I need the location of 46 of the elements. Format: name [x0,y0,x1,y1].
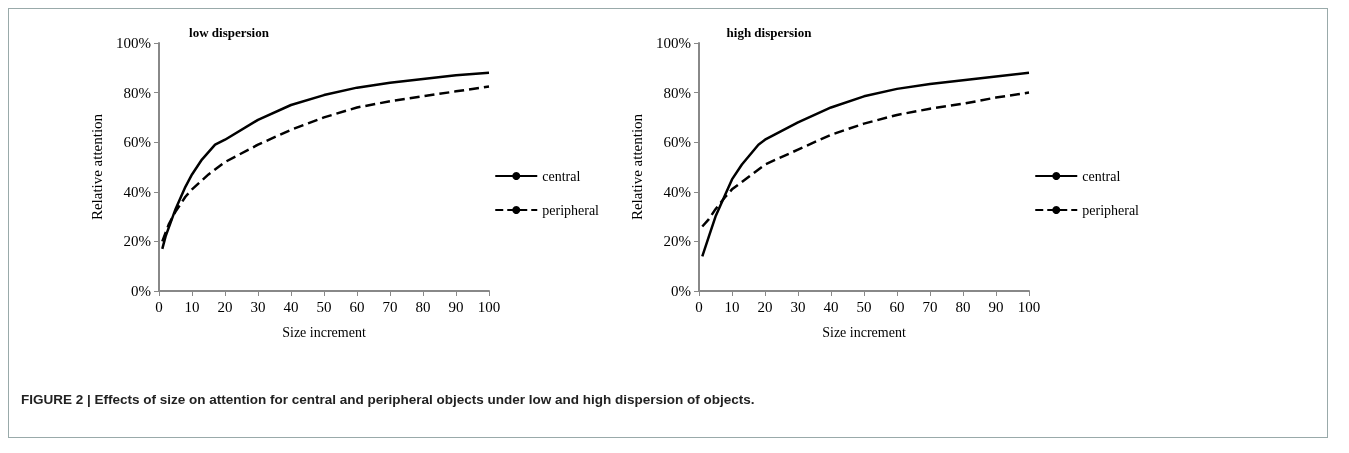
line-series [701,71,1031,258]
legend-label: central [1082,168,1121,184]
x-tick-label: 100 [477,298,501,315]
y-tick-label: 80% [663,84,691,101]
legend-label: peripheral [1082,202,1140,218]
y-axis-title: Relative attention [628,113,645,221]
legend-label: central [542,168,581,184]
y-tick-label: 20% [663,233,691,250]
x-tick-label: 60 [889,298,905,315]
chart-title: low dispersion [189,25,270,40]
y-tick-label: 100% [656,35,691,51]
y-tick-label: 40% [123,183,151,200]
x-tick-label: 20 [217,298,233,315]
x-tick-label: 40 [283,298,299,315]
x-axis-title: Size increment [282,324,366,340]
x-tick-label: 0 [155,298,163,315]
x-tick-label: 20 [757,298,773,315]
y-tick-label: 60% [663,134,691,151]
chart-title: high dispersion [726,25,813,40]
x-tick-label: 0 [695,298,703,315]
y-tick-label: 20% [123,233,151,250]
legend-label: peripheral [542,202,600,218]
x-tick-label: 70 [382,298,398,315]
x-tick-label: 90 [448,298,464,315]
x-tick-label: 10 [724,298,740,315]
x-tick-label: 10 [184,298,200,315]
y-tick-label: 60% [123,134,151,151]
y-axis-title: Relative attention [88,113,105,221]
y-tick-label: 0% [131,283,151,299]
y-tick-label: 100% [116,35,151,51]
x-axis-title: Size increment [822,324,906,340]
x-tick-label: 50 [856,298,872,315]
x-tick-label: 30 [250,298,266,315]
x-tick-label: 50 [316,298,332,315]
x-tick-label: 90 [988,298,1004,315]
y-tick-label: 80% [123,84,151,101]
x-tick-label: 80 [415,298,431,315]
y-tick-label: 40% [663,183,691,200]
x-tick-label: 80 [955,298,971,315]
y-tick-label: 0% [671,283,691,299]
x-tick-label: 100 [1017,298,1041,315]
x-tick-label: 30 [790,298,806,315]
caption: FIGURE 2 | Effects of size on attention for central and peripheral objects under low and high dispersion of objects. [21,392,755,407]
x-tick-label: 40 [823,298,839,315]
x-tick-label: 60 [349,298,365,315]
x-tick-label: 70 [922,298,938,315]
